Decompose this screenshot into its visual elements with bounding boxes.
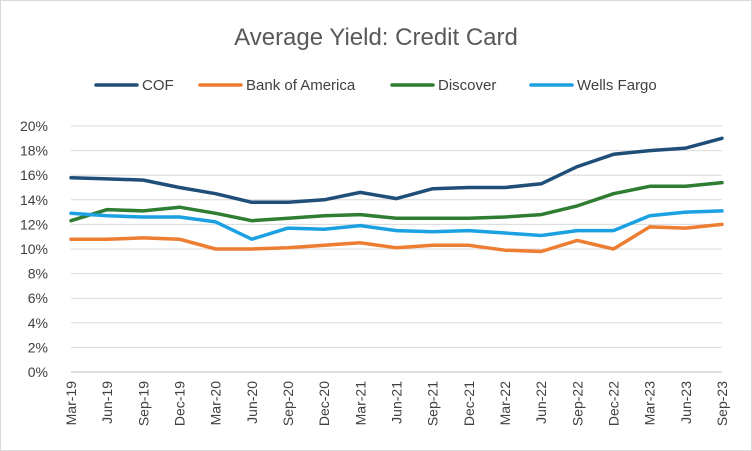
gridlines	[71, 125, 722, 373]
x-tick-label: Sep-22	[569, 381, 585, 426]
series-line-discover	[69, 180, 724, 223]
y-tick-label: 20%	[20, 118, 48, 134]
x-tick-label: Jun-22	[533, 381, 549, 424]
y-tick-label: 6%	[28, 290, 48, 306]
x-tick-label: Jun-21	[389, 381, 405, 424]
legend-label-cof: COF	[142, 77, 174, 94]
x-tick-label: Dec-20	[316, 381, 332, 426]
y-tick-label: 16%	[20, 167, 48, 183]
legend-label-discover: Discover	[438, 77, 496, 94]
x-axis: Mar-19 Jun-19 Sep-19 Dec-19 Mar-20 Jun-20 Sep-…	[63, 381, 730, 426]
x-tick-label: Dec-22	[606, 381, 622, 426]
y-tick-label: 8%	[28, 266, 48, 282]
x-tick-label: Sep-23	[714, 381, 730, 426]
x-tick-label: Dec-19	[172, 381, 188, 426]
x-tick-label: Jun-23	[678, 381, 694, 424]
x-tick-label: Mar-23	[642, 381, 658, 426]
y-tick-label: 2%	[28, 339, 48, 355]
chart-title: Average Yield: Credit Card	[234, 24, 518, 51]
x-tick-label: Dec-21	[461, 381, 477, 426]
y-tick-label: 10%	[20, 241, 48, 257]
x-tick-label: Jun-20	[244, 381, 260, 424]
x-tick-label: Sep-21	[425, 381, 441, 426]
y-tick-label: 14%	[20, 192, 48, 208]
x-tick-label: Sep-20	[280, 381, 296, 426]
y-tick-label: 0%	[28, 364, 48, 380]
series-line-bank-of-america	[69, 222, 724, 254]
y-tick-label: 18%	[20, 143, 48, 159]
legend-label-bank-of-america: Bank of America	[246, 77, 356, 94]
x-tick-label: Mar-20	[208, 381, 224, 426]
x-tick-label: Jun-19	[99, 381, 115, 424]
legend: COF Bank of America Discover Wells Fargo	[94, 77, 657, 94]
series-lines	[69, 136, 724, 254]
x-tick-label: Mar-22	[497, 381, 513, 426]
legend-label-wells-fargo: Wells Fargo	[577, 77, 657, 94]
series-line-cof	[69, 136, 724, 205]
y-axis: 0% 2% 4% 6% 8% 10% 12% 14% 16% 18% 20%	[20, 118, 48, 380]
x-tick-label: Mar-21	[352, 381, 368, 426]
y-tick-label: 4%	[28, 315, 48, 331]
series-line-wells-fargo	[69, 209, 724, 241]
y-tick-label: 12%	[20, 216, 48, 232]
x-tick-label: Sep-19	[135, 381, 151, 426]
x-tick-label: Mar-19	[63, 381, 79, 426]
